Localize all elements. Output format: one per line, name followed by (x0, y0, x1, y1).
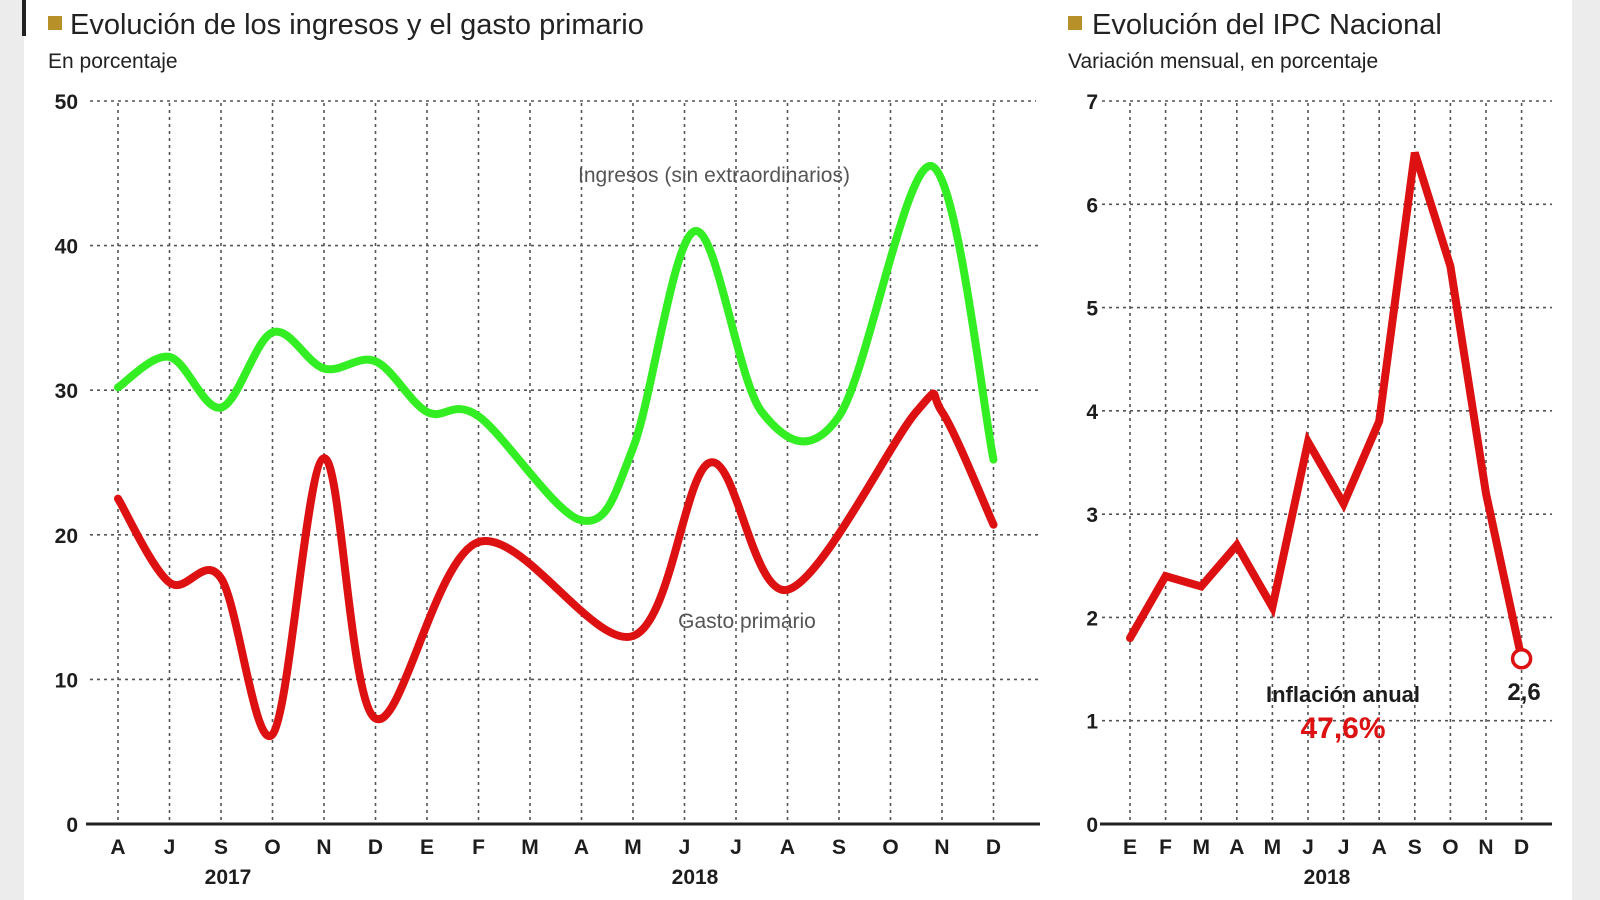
left-x-tick-label: S (832, 836, 846, 859)
left-title-marker (48, 16, 62, 30)
left-x-tick-label: N (934, 836, 949, 859)
left-y-tick-label: 50 (55, 91, 78, 114)
left-x-tick-label: A (574, 836, 589, 859)
series-label-gasto: Gasto primario (678, 610, 816, 633)
left-year-label: 2018 (672, 866, 719, 889)
right-y-tick-label: 3 (1086, 504, 1098, 527)
right-x-tick-label: M (1264, 836, 1282, 859)
left-x-tick-label: F (472, 836, 485, 859)
left-x-tick-label: J (679, 836, 691, 859)
right-x-tick-label: N (1478, 836, 1493, 859)
left-y-tick-label: 40 (55, 236, 78, 259)
right-x-tick-label: A (1372, 836, 1387, 859)
right-y-tick-label: 5 (1086, 298, 1098, 321)
ingresos-line (114, 162, 998, 525)
left-chart-title: Evolución de los ingresos y el gasto pri… (70, 9, 644, 41)
left-y-tick-label: 30 (55, 380, 78, 403)
right-y-tick-label: 7 (1086, 91, 1098, 114)
left-axis-labels: 0 10 20 30 40 50 A J S O N D E F M A M J J A S O N D 2017 2018 (55, 91, 1001, 889)
left-series-layer (114, 162, 998, 741)
right-chart-subtitle: Variación mensual, en porcentaje (1068, 50, 1378, 73)
right-x-tick-label: D (1514, 836, 1529, 859)
left-year-label: 2017 (205, 866, 252, 889)
right-x-tick-label: E (1123, 836, 1137, 859)
right-y-tick-label: 0 (1086, 814, 1098, 837)
left-x-tick-label: E (420, 836, 434, 859)
ipc-line (1126, 151, 1526, 663)
left-x-tick-label: A (780, 836, 795, 859)
last-value-label: 2,6 (1507, 679, 1540, 706)
right-y-tick-label: 4 (1086, 401, 1098, 424)
right-x-tick-label: A (1229, 836, 1244, 859)
left-y-tick-label: 10 (55, 669, 78, 692)
left-x-tick-label: O (882, 836, 898, 859)
right-x-tick-label: O (1442, 836, 1458, 859)
left-x-tick-label: D (368, 836, 383, 859)
right-y-tick-label: 6 (1086, 194, 1098, 217)
left-x-tick-label: M (624, 836, 642, 859)
left-grid (86, 100, 1042, 826)
left-x-tick-label: J (730, 836, 742, 859)
right-x-tick-label: M (1192, 836, 1210, 859)
right-x-tick-label: J (1338, 836, 1350, 859)
right-x-tick-label: F (1159, 836, 1172, 859)
right-y-tick-label: 2 (1086, 607, 1098, 630)
ipc-last-point-marker (1510, 647, 1533, 670)
annotation-value: 47,6% (1300, 712, 1385, 745)
left-x-tick-label: J (164, 836, 176, 859)
left-x-tick-label: M (521, 836, 539, 859)
left-x-tick-label: S (214, 836, 228, 859)
left-x-tick-label: A (110, 836, 125, 859)
right-year-label: 2018 (1304, 866, 1351, 889)
left-y-tick-label: 20 (55, 525, 78, 548)
left-chart-subtitle: En porcentaje (48, 50, 178, 73)
gasto-primario-line (114, 389, 998, 741)
right-grid (1100, 100, 1552, 826)
right-chart-title: Evolución del IPC Nacional (1092, 9, 1442, 41)
right-title-marker (1068, 16, 1082, 30)
edge-bar (22, 0, 26, 36)
right-x-tick-label: S (1408, 836, 1422, 859)
right-series-layer (1126, 151, 1533, 670)
left-x-tick-label: D (986, 836, 1001, 859)
right-x-tick-label: J (1302, 836, 1314, 859)
left-x-tick-label: N (316, 836, 331, 859)
right-y-tick-label: 1 (1086, 711, 1098, 734)
series-label-ingresos: Ingresos (sin extraordinarios) (578, 164, 850, 187)
annotation-label: Inflación anual (1266, 682, 1420, 707)
left-y-tick-label: 0 (66, 814, 78, 837)
left-x-tick-label: O (264, 836, 280, 859)
